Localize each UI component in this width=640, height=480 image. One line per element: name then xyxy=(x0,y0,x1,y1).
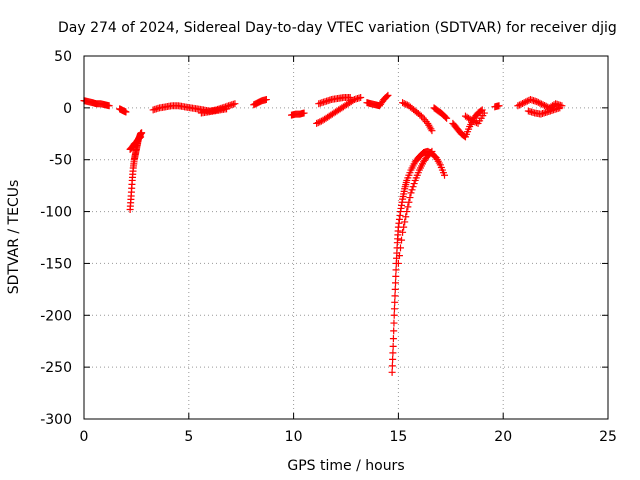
data-point xyxy=(400,223,408,231)
data-point xyxy=(416,111,424,119)
data-point xyxy=(390,311,398,319)
x-tick-label: 5 xyxy=(184,429,193,445)
y-tick-label: -200 xyxy=(40,308,72,324)
data-point xyxy=(138,129,146,137)
data-point xyxy=(388,368,396,376)
data-point xyxy=(316,118,324,126)
data-point xyxy=(419,114,427,122)
data-point xyxy=(515,101,523,109)
data-point xyxy=(346,93,354,101)
y-tick-label: 50 xyxy=(54,49,72,65)
x-axis-label: GPS time / hours xyxy=(287,458,404,474)
data-point xyxy=(471,118,479,126)
data-point xyxy=(428,127,436,135)
data-point xyxy=(517,100,525,108)
data-point xyxy=(514,102,522,110)
data-point xyxy=(223,105,231,113)
plot-frame xyxy=(83,55,609,420)
data-point xyxy=(537,100,545,108)
data-point xyxy=(388,362,396,370)
data-point xyxy=(407,189,415,197)
data-point xyxy=(396,244,404,252)
y-tick-label: -100 xyxy=(40,205,72,221)
y-tick-label: -300 xyxy=(40,412,72,428)
data-point xyxy=(313,119,321,127)
x-tick-label: 15 xyxy=(389,429,407,445)
data-point xyxy=(390,305,398,313)
data-point xyxy=(399,99,407,107)
data-point xyxy=(314,119,322,127)
data-point xyxy=(556,104,564,112)
y-axis-label: SDTVAR / TECUs xyxy=(6,180,22,295)
data-point xyxy=(410,180,418,188)
data-point xyxy=(404,203,412,211)
data-point xyxy=(520,99,528,107)
data-point xyxy=(105,102,113,110)
data-point xyxy=(391,285,399,293)
data-point xyxy=(398,236,406,244)
data-point xyxy=(395,252,403,260)
data-point xyxy=(421,116,429,124)
data-point xyxy=(401,218,409,226)
data-point xyxy=(392,266,400,274)
data-point xyxy=(405,198,413,206)
data-point xyxy=(384,91,392,99)
data-point xyxy=(400,99,408,107)
data-point xyxy=(534,98,542,106)
data-point xyxy=(428,147,436,155)
data-point xyxy=(390,319,398,327)
data-point xyxy=(409,183,417,191)
data-point xyxy=(541,102,549,110)
data-point xyxy=(480,109,488,117)
data-point xyxy=(389,335,397,343)
axis-ticks: 0 5 10 15 20 25 -300 -250 -200 -150 -100 -50 0 50 xyxy=(40,49,617,445)
data-point xyxy=(402,213,410,221)
data-points xyxy=(80,91,566,376)
data-point xyxy=(539,101,547,109)
data-point xyxy=(392,279,400,287)
data-point xyxy=(231,100,239,108)
data-point xyxy=(357,93,365,101)
data-point xyxy=(406,194,414,202)
data-point xyxy=(495,102,503,110)
data-point xyxy=(389,342,397,350)
data-point xyxy=(441,171,449,179)
data-point xyxy=(391,292,399,300)
data-point xyxy=(519,99,527,107)
x-tick-label: 10 xyxy=(285,429,303,445)
data-point xyxy=(403,208,411,216)
data-point xyxy=(468,116,476,124)
data-point xyxy=(392,272,400,280)
x-tick-label: 25 xyxy=(599,429,617,445)
data-point xyxy=(389,355,397,363)
data-point xyxy=(389,349,397,357)
x-tick-label: 20 xyxy=(494,429,512,445)
data-point xyxy=(469,117,477,125)
data-point xyxy=(399,228,407,236)
x-tick-label: 0 xyxy=(80,429,89,445)
data-point xyxy=(442,113,450,121)
data-point xyxy=(390,327,398,335)
data-point xyxy=(300,109,308,117)
data-point xyxy=(533,98,541,106)
y-tick-label: -250 xyxy=(40,360,72,376)
y-tick-label: 0 xyxy=(63,101,72,117)
data-point xyxy=(536,99,544,107)
y-tick-label: -50 xyxy=(49,153,72,169)
data-point xyxy=(383,92,391,100)
y-tick-label: -150 xyxy=(40,256,72,272)
data-point xyxy=(122,108,130,116)
data-point xyxy=(443,114,451,122)
data-point xyxy=(262,96,270,104)
data-point xyxy=(394,259,402,267)
data-point xyxy=(522,98,530,106)
data-point xyxy=(137,133,145,141)
data-point xyxy=(427,148,435,156)
data-point xyxy=(391,298,399,306)
data-point xyxy=(523,97,531,105)
chart-title: Day 274 of 2024, Sidereal Day-to-day VTE… xyxy=(58,20,617,36)
data-point xyxy=(408,186,416,194)
data-point xyxy=(402,100,410,108)
